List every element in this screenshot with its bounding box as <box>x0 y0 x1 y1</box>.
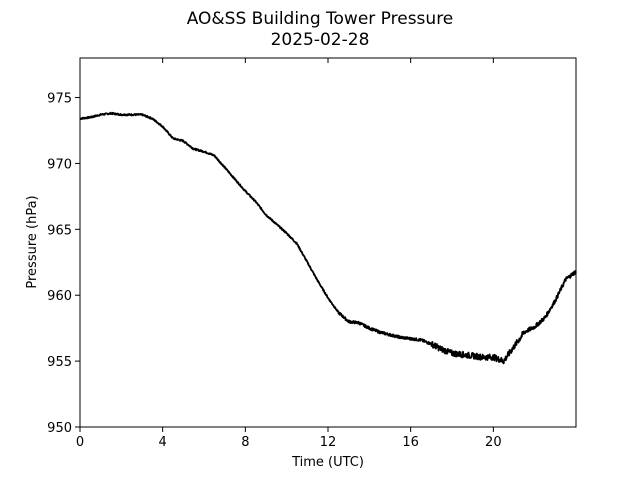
x-tick-label: 16 <box>402 435 419 450</box>
x-axis-ticks: 0 4 8 12 16 20 <box>76 58 502 450</box>
y-tick-label: 975 <box>47 92 72 107</box>
y-tick-label: 960 <box>47 289 72 304</box>
y-axis-label: Pressure (hPa) <box>25 195 40 288</box>
chart-title: AO&SS Building Tower Pressure <box>187 9 454 29</box>
x-tick-label: 8 <box>241 435 249 450</box>
y-tick-label: 970 <box>47 157 72 172</box>
x-tick-label: 4 <box>159 435 167 450</box>
y-tick-label: 965 <box>47 223 72 238</box>
x-tick-label: 12 <box>320 435 337 450</box>
y-tick-label: 955 <box>47 355 72 370</box>
x-tick-label: 20 <box>485 435 502 450</box>
x-axis-label: Time (UTC) <box>291 455 364 470</box>
series-line-pressure <box>79 111 577 365</box>
plot-frame <box>79 57 577 428</box>
y-axis-ticks: 950 955 960 965 970 975 <box>47 92 80 436</box>
x-tick-label: 0 <box>76 435 84 450</box>
y-tick-label: 950 <box>47 421 72 436</box>
chart-subtitle: 2025-02-28 <box>271 30 370 50</box>
